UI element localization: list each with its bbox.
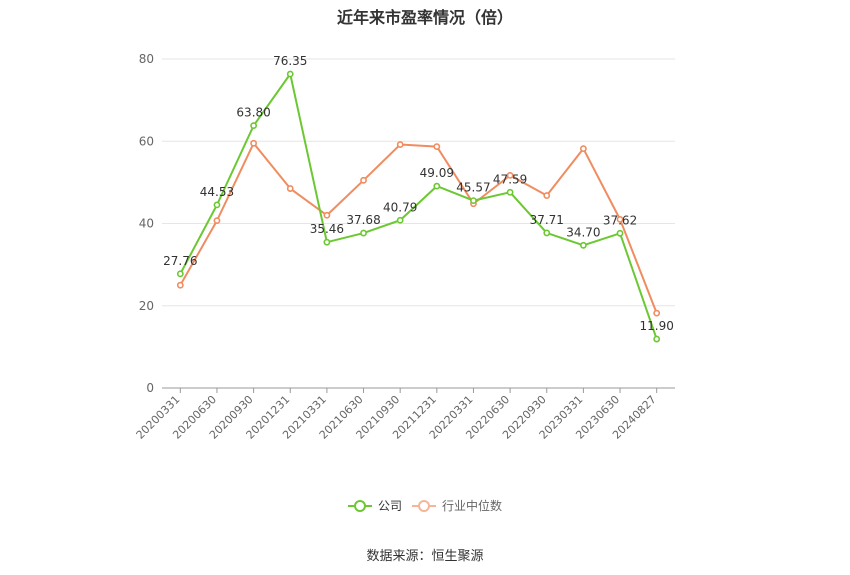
series-point-1 (360, 176, 367, 184)
series-point-0 (286, 70, 294, 78)
series-point-0 (616, 229, 624, 237)
series-point-1 (579, 145, 587, 153)
series-point-0 (323, 238, 331, 246)
data-label: 49.09 (420, 166, 454, 180)
data-label: 40.79 (383, 200, 417, 214)
series-point-1 (286, 185, 294, 192)
series-line-0 (179, 73, 658, 340)
chart-title: 近年来市盈率情况（倍） (336, 8, 513, 27)
series-point-1 (433, 143, 441, 150)
y-tick-label: 20 (139, 299, 154, 313)
data-label: 37.71 (530, 213, 564, 227)
series-point-0 (433, 182, 441, 190)
data-label: 45.57 (456, 181, 490, 195)
series-point-1 (396, 141, 404, 148)
series-point-0 (506, 188, 514, 196)
data-label: 11.90 (639, 319, 673, 333)
series-point-1 (323, 211, 331, 219)
data-label: 44.53 (200, 185, 234, 199)
y-tick-label: 60 (139, 134, 154, 148)
series-point-0 (396, 216, 404, 224)
series-point-1 (213, 217, 221, 225)
series-point-0 (213, 201, 221, 209)
legend-label-industry: 行业中位数 (442, 498, 502, 513)
series-point-1 (250, 139, 258, 147)
series-point-0 (543, 229, 551, 237)
data-label: 37.68 (346, 213, 380, 227)
legend-marker-industry (418, 500, 430, 512)
series-point-0 (250, 122, 258, 130)
data-label: 76.35 (273, 54, 307, 68)
series-point-1 (616, 215, 624, 223)
series-point-1 (176, 281, 184, 289)
series-point-1 (543, 192, 551, 199)
data-label: 63.80 (236, 106, 270, 120)
data-label: 37.62 (603, 213, 637, 227)
series-point-1 (506, 171, 514, 179)
data-source: 数据来源：恒生聚源 (366, 549, 484, 564)
legend-marker-company (354, 500, 366, 512)
series-point-0 (579, 241, 587, 249)
series-point-0 (653, 335, 661, 343)
series-point-0 (470, 197, 477, 204)
legend-label-company: 公司 (378, 499, 402, 513)
data-label: 27.76 (163, 254, 197, 268)
y-tick-label: 40 (139, 217, 154, 231)
y-tick-label: 80 (139, 52, 154, 66)
data-label: 47.59 (493, 172, 527, 186)
data-label: 35.46 (310, 222, 344, 236)
y-tick-label: 0 (146, 381, 154, 395)
series-point-1 (653, 309, 661, 317)
data-label: 34.70 (566, 225, 600, 239)
series-point-0 (176, 270, 184, 278)
series-line-1 (179, 142, 658, 314)
series-point-0 (360, 229, 367, 237)
